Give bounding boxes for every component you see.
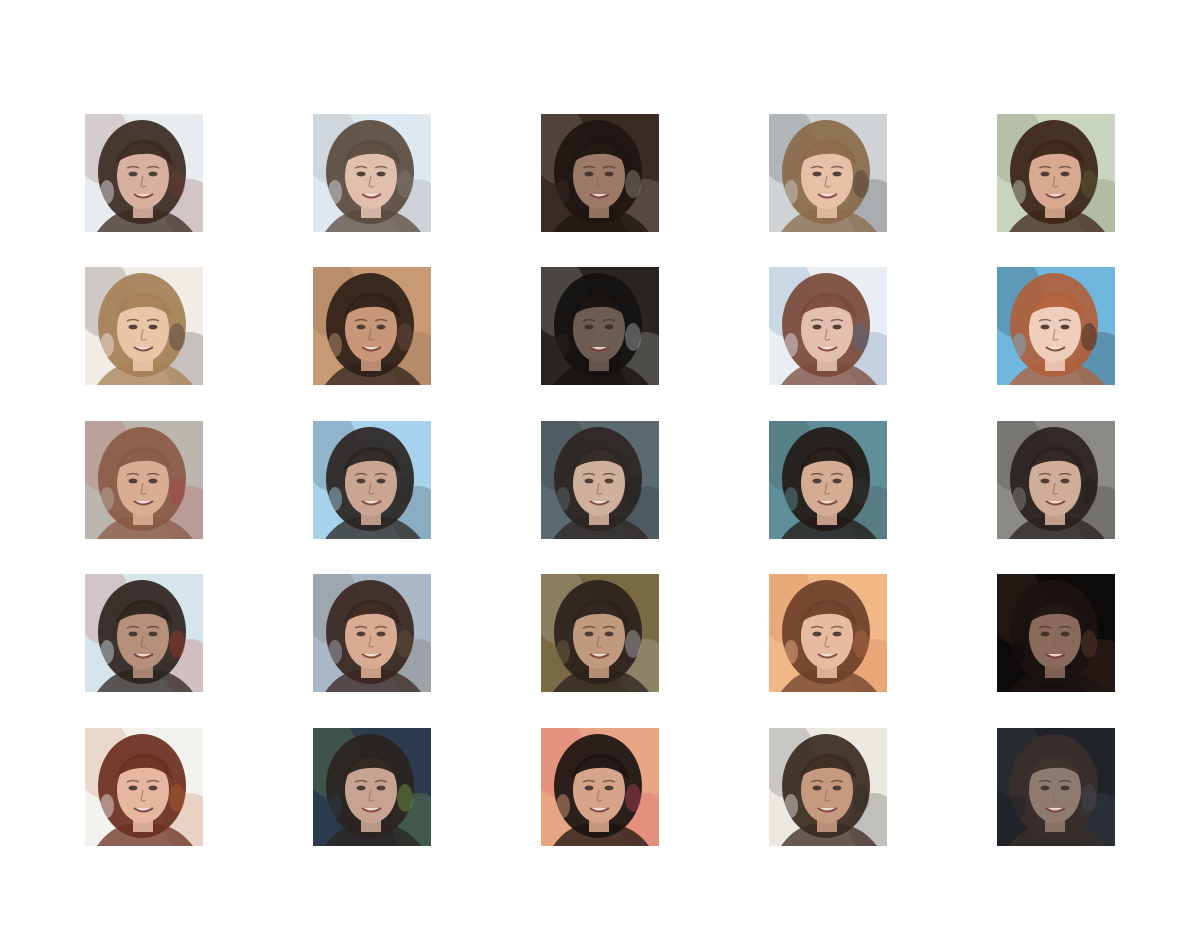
face-sample-svg (85, 421, 203, 539)
face-sample-image (769, 114, 887, 232)
face-sample-svg (313, 574, 431, 692)
face-sample-image (85, 728, 203, 846)
face-sample-svg (313, 421, 431, 539)
face-sample-image (85, 114, 203, 232)
face-sample-svg (85, 267, 203, 385)
face-sample-image (997, 728, 1115, 846)
face-sample-image (541, 114, 659, 232)
face-sample-svg (85, 574, 203, 692)
face-sample-svg (769, 114, 887, 232)
face-sample-image (997, 574, 1115, 692)
face-sample-image (541, 267, 659, 385)
face-sample-svg (541, 574, 659, 692)
face-sample-svg (85, 728, 203, 846)
face-sample-svg (997, 574, 1115, 692)
face-sample-svg (85, 114, 203, 232)
face-sample-svg (769, 421, 887, 539)
face-sample-image (313, 267, 431, 385)
face-sample-image (997, 114, 1115, 232)
face-sample-image (769, 421, 887, 539)
face-sample-image (541, 728, 659, 846)
face-sample-image (313, 421, 431, 539)
face-sample-svg (313, 114, 431, 232)
face-sample-image (997, 267, 1115, 385)
face-sample-image (997, 421, 1115, 539)
face-sample-image (85, 421, 203, 539)
face-sample-image (313, 574, 431, 692)
face-sample-image (769, 728, 887, 846)
face-sample-image (769, 267, 887, 385)
face-sample-svg (541, 728, 659, 846)
face-sample-image (313, 728, 431, 846)
face-sample-image (541, 574, 659, 692)
face-sample-svg (541, 114, 659, 232)
face-sample-image (85, 267, 203, 385)
face-sample-image (769, 574, 887, 692)
face-sample-svg (541, 421, 659, 539)
face-sample-svg (997, 267, 1115, 385)
face-sample-svg (313, 267, 431, 385)
face-sample-svg (313, 728, 431, 846)
face-sample-svg (997, 728, 1115, 846)
face-sample-svg (769, 574, 887, 692)
face-sample-svg (769, 728, 887, 846)
face-sample-image (541, 421, 659, 539)
face-sample-svg (997, 421, 1115, 539)
face-sample-svg (997, 114, 1115, 232)
face-sample-image (313, 114, 431, 232)
face-sample-image (85, 574, 203, 692)
face-sample-svg (541, 267, 659, 385)
face-sample-svg (769, 267, 887, 385)
